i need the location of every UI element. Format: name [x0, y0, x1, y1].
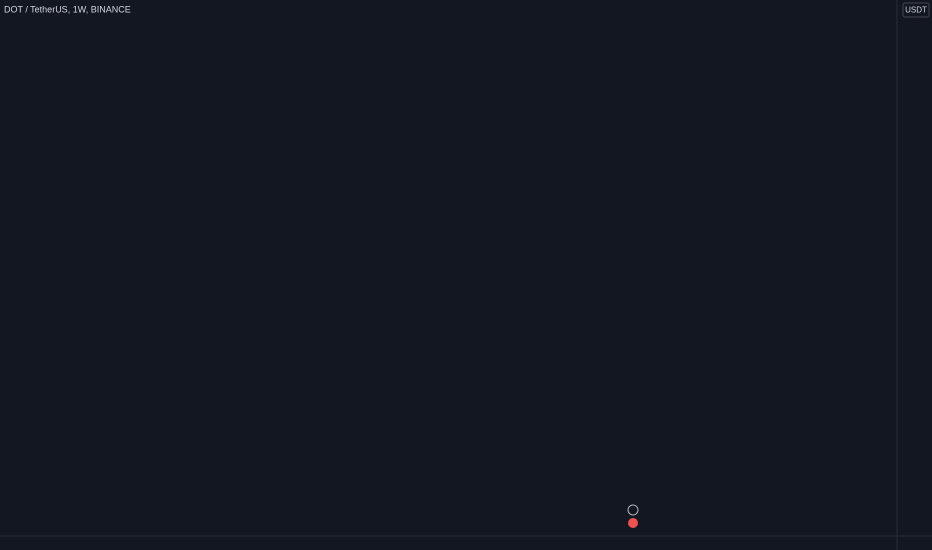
currency[interactable]: USDT: [905, 6, 927, 15]
icon[interactable]: [627, 504, 639, 516]
chart-title: DOT / TetherUS, 1W, BINANCE: [4, 4, 131, 14]
icon[interactable]: [628, 518, 638, 528]
currency-box[interactable]: [902, 2, 930, 18]
